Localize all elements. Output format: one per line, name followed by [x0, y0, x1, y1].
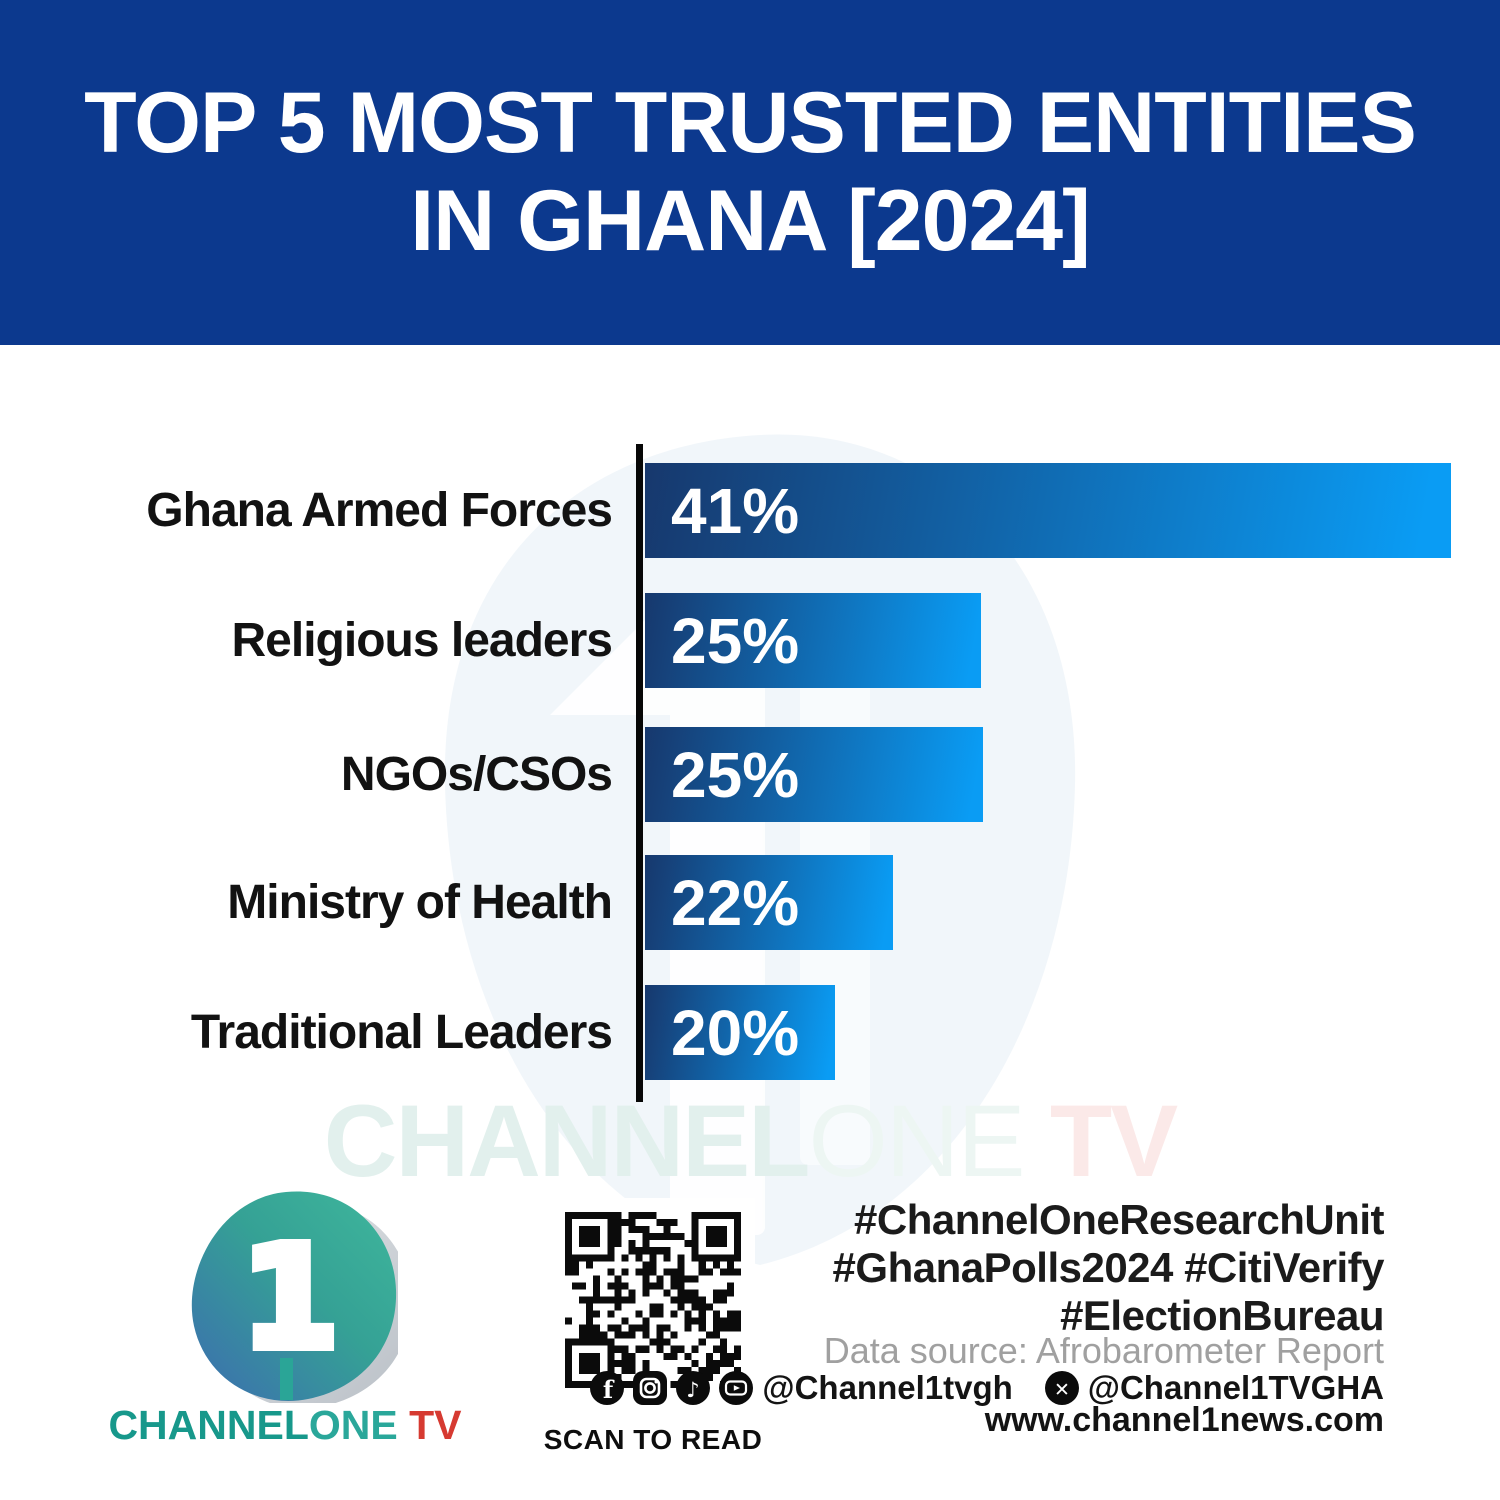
social-handle-1: @Channel1tvgh [762, 1369, 1013, 1406]
bar-row: Ghana Armed Forces 41% [0, 463, 1500, 558]
logo-wordmark: CHANNELONE TV [100, 1402, 470, 1449]
text-watermark-part3: TV [1023, 1084, 1178, 1198]
svg-text:1: 1 [241, 1217, 338, 1380]
bar-row: NGOs/CSOs 25% [0, 727, 1500, 822]
x-twitter-icon: ✕ [1044, 1371, 1079, 1405]
bar-value-label: 41% [671, 474, 800, 547]
bar-category-label: NGOs/CSOs [340, 748, 613, 801]
youtube-icon [719, 1371, 754, 1405]
logo-wordmark-one: ONE [308, 1402, 398, 1448]
text-watermark-part2: ONE [808, 1084, 1025, 1198]
channel-one-logo: 1 1 [191, 1191, 398, 1403]
svg-text:♪: ♪ [687, 1378, 700, 1402]
facebook-icon: f [590, 1371, 625, 1405]
logo-main-blob [191, 1191, 397, 1401]
bar: 41% [645, 463, 1451, 558]
bar: 25% [645, 727, 983, 822]
bar: 25% [645, 593, 981, 688]
logo-wordmark-tv: TV [397, 1402, 462, 1448]
bar-category-label: Religious leaders [231, 614, 613, 667]
bar-value-label: 25% [671, 738, 800, 811]
bar-value-label: 25% [671, 604, 800, 677]
qr-caption: SCAN TO READ [543, 1424, 763, 1455]
hashtag-line-3: #ElectionBureau [1060, 1291, 1384, 1339]
bar: 20% [645, 985, 835, 1080]
tiktok-icon: ♪ [676, 1371, 711, 1405]
bar-row: Ministry of Health 22% [0, 855, 1500, 950]
bar-category-label: Ministry of Health [227, 876, 613, 929]
data-source-note: Data source: Afrobarometer Report [823, 1330, 1384, 1371]
bar: 22% [645, 855, 893, 950]
bar-row: Religious leaders 25% [0, 593, 1500, 688]
hashtag-line-2: #GhanaPolls2024 #CitiVerify [832, 1243, 1385, 1291]
header-band: TOP 5 MOST TRUSTED ENTITIES IN GHANA [20… [0, 0, 1500, 345]
bar-value-label: 20% [671, 996, 800, 1069]
logo-wordmark-channel: CHANNEL [108, 1402, 309, 1448]
title-line-1: TOP 5 MOST TRUSTED ENTITIES [84, 75, 1417, 172]
svg-text:1: 1 [241, 1217, 338, 1380]
website-url: www.channel1news.com [984, 1401, 1384, 1439]
title-line-2: IN GHANA [2024] [410, 172, 1091, 269]
bar-category-label: Ghana Armed Forces [146, 484, 613, 537]
bar-value-label: 22% [671, 866, 800, 939]
hashtags: #ChannelOneResearchUnit #GhanaPolls2024 … [832, 1196, 1385, 1340]
instagram-icon [633, 1371, 668, 1405]
svg-text:f: f [603, 1375, 615, 1404]
bar-category-label: Traditional Leaders [190, 1006, 613, 1059]
qr-code [551, 1198, 755, 1402]
social-row: f ♪ @Channel1tvgh ✕ @Channel1TVGHA [590, 1369, 1384, 1406]
svg-text:✕: ✕ [1054, 1379, 1070, 1401]
logo-numeral-one: 1 1 [236, 1212, 344, 1400]
chart-axis-line [636, 444, 643, 1102]
hashtag-line-1: #ChannelOneResearchUnit [854, 1196, 1385, 1243]
page-title: TOP 5 MOST TRUSTED ENTITIES IN GHANA [20… [84, 75, 1417, 269]
bar-row: Traditional Leaders 20% [0, 985, 1500, 1080]
social-handle-2: @Channel1TVGHA [1087, 1369, 1384, 1406]
